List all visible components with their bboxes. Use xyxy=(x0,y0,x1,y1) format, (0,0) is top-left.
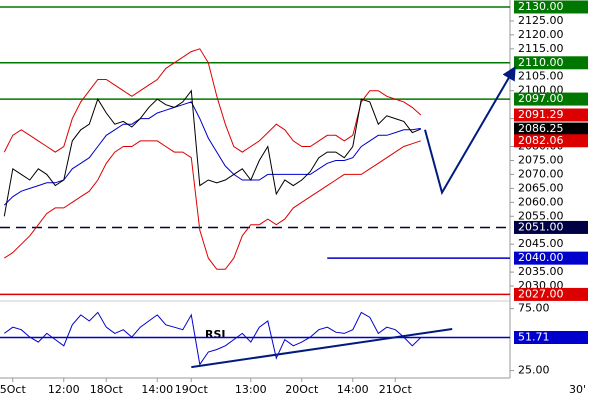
level-box xyxy=(514,56,588,70)
x-tick-label: 12:00 xyxy=(48,383,80,396)
y-tick-label: 2035.00 xyxy=(518,265,564,278)
level-label: 2082.06 xyxy=(518,134,564,147)
series-line xyxy=(4,311,422,366)
level-box xyxy=(514,331,588,345)
series-line xyxy=(3,89,421,217)
level-box xyxy=(514,0,588,14)
y-tick-label: 2115.00 xyxy=(518,42,564,55)
y-tick-label: 2045.00 xyxy=(518,237,564,250)
level-box xyxy=(514,108,588,122)
x-tick-label: 5Oct xyxy=(0,383,26,396)
level-label: 2091.29 xyxy=(518,108,564,121)
y-tick-label: 2120.00 xyxy=(518,28,564,41)
level-label: 2110.00 xyxy=(518,56,564,69)
rsi-label: RSI xyxy=(205,328,226,341)
y-tick-label: 2070.00 xyxy=(518,167,564,180)
level-label: 2051.00 xyxy=(518,220,564,233)
y-tick-label: 2125.00 xyxy=(518,14,564,27)
level-box xyxy=(514,287,588,301)
x-tick-label: 21Oct xyxy=(379,383,413,396)
y-tick-label: 2105.00 xyxy=(518,70,564,83)
x-tick-label: 14:00 xyxy=(337,383,369,396)
forecast-arrow xyxy=(424,65,516,196)
series-line xyxy=(4,140,421,270)
level-label: 2130.00 xyxy=(518,0,564,13)
level-label: 2097.00 xyxy=(518,92,564,105)
x-tick-label: 19Oct xyxy=(175,383,209,396)
level-label: 2040.00 xyxy=(518,251,564,264)
level-label: 2086.25 xyxy=(518,122,564,135)
timeframe: 30' xyxy=(569,383,586,396)
y-tick-label: 25.00 xyxy=(518,364,550,377)
y-tick-label: 75.00 xyxy=(518,302,550,315)
level-box xyxy=(514,220,588,234)
y-tick-label: 2055.00 xyxy=(518,209,564,222)
level-box xyxy=(514,92,588,106)
y-tick-label: 2075.00 xyxy=(518,153,564,166)
x-tick-label: 20Oct xyxy=(285,383,319,396)
series-line xyxy=(3,101,421,206)
level-box xyxy=(514,134,588,148)
series-line xyxy=(3,48,422,153)
x-tick-label: 13:00 xyxy=(235,383,267,396)
x-tick-label: 14:00 xyxy=(141,383,173,396)
level-box xyxy=(514,251,588,265)
level-label: 2027.00 xyxy=(518,287,564,300)
level-box xyxy=(514,122,588,136)
level-label: 51.71 xyxy=(518,331,550,344)
x-tick-label: 18Oct xyxy=(90,383,124,396)
trendline xyxy=(191,328,453,369)
y-tick-label: 2060.00 xyxy=(518,195,564,208)
y-tick-label: 2065.00 xyxy=(518,181,564,194)
